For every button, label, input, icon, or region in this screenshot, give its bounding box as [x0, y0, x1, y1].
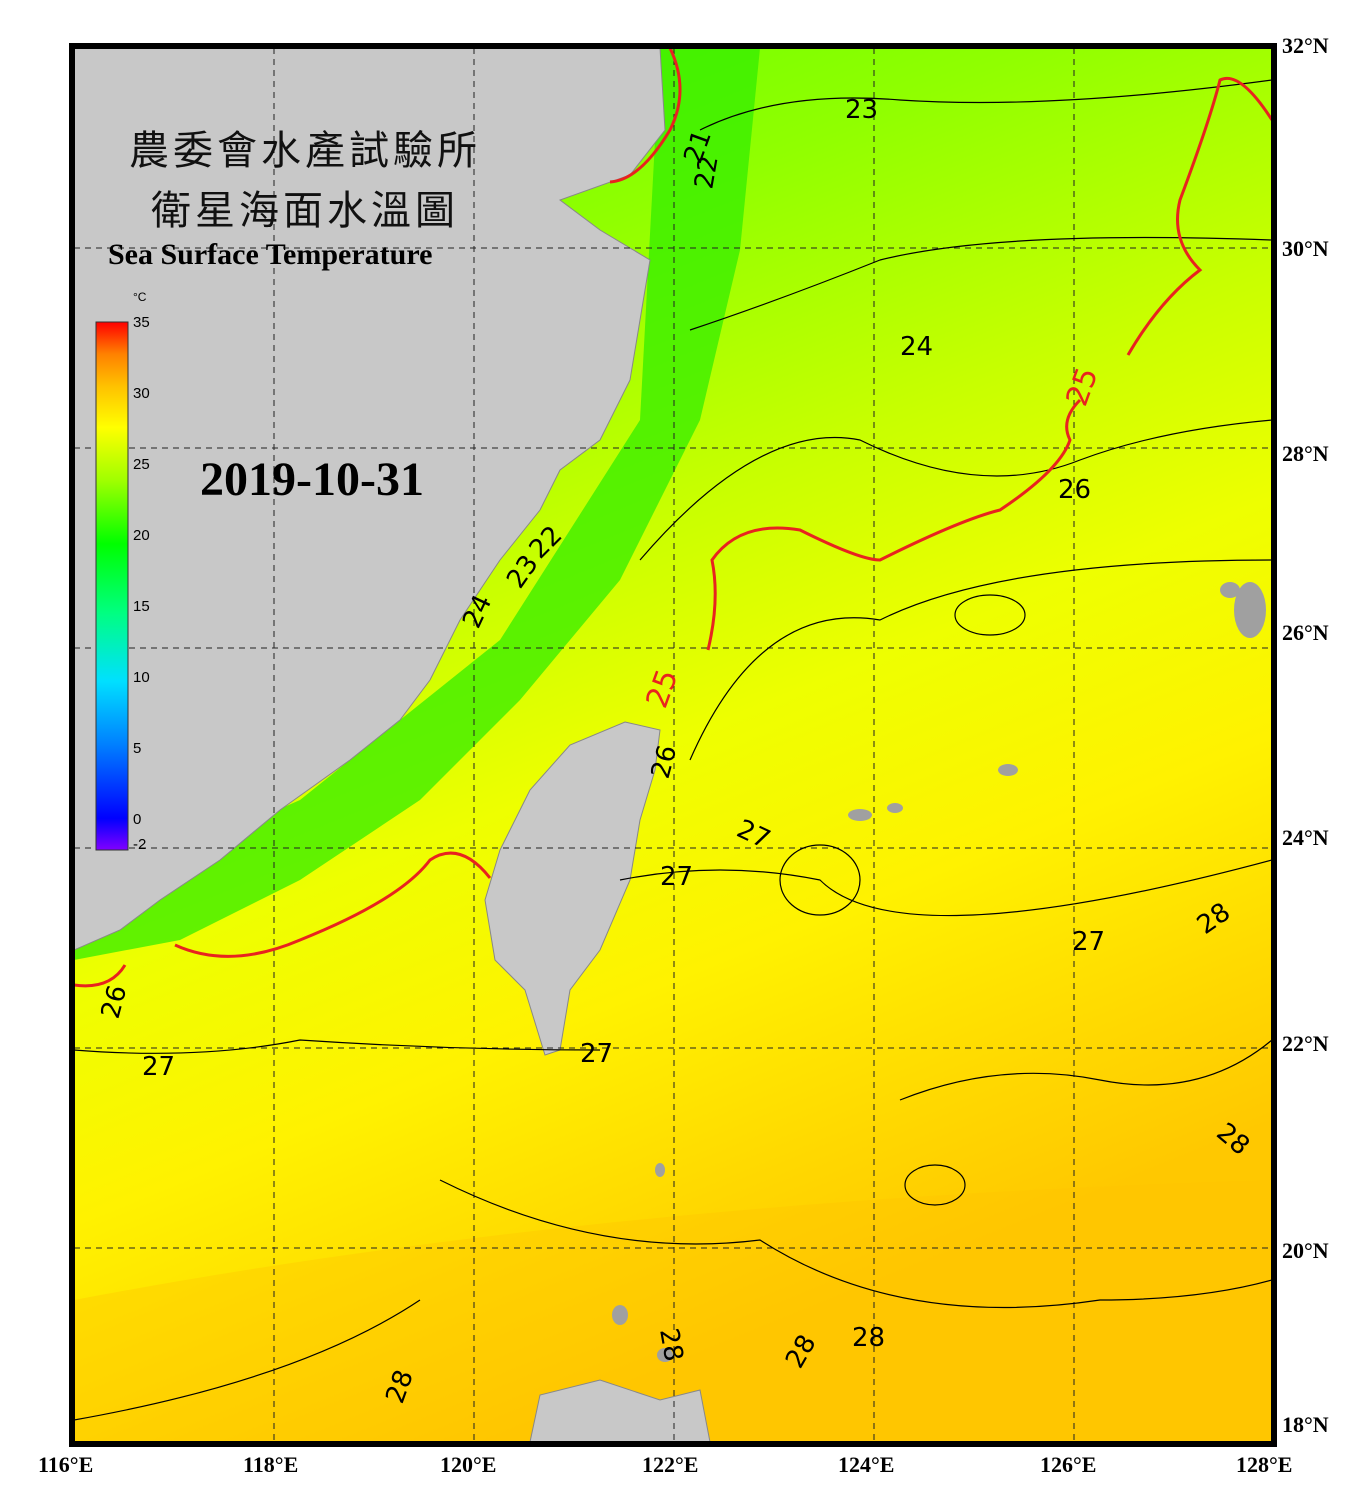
taiwan-island — [484, 721, 661, 1056]
warm-water — [74, 1180, 1272, 1442]
longitude-label: 128°E — [1236, 1452, 1293, 1477]
contour-label: 27 — [580, 1039, 613, 1069]
contour-label: 26 — [1058, 475, 1091, 505]
chart-title-english: Sea Surface Temperature — [108, 238, 433, 271]
longitude-label: 118°E — [243, 1452, 299, 1477]
contour-label: 28 — [852, 1323, 885, 1353]
contour-label: 24 — [900, 332, 933, 362]
longitude-label: 124°E — [838, 1452, 895, 1477]
latitude-label: 26°N — [1282, 620, 1329, 645]
ryukyu-islands — [612, 582, 1266, 1362]
latitude-label: 32°N — [1282, 33, 1329, 58]
colorbar-tick: 0 — [133, 811, 142, 828]
colorbar-tick: 5 — [133, 740, 142, 757]
institute-title: 農委會水產試驗所 — [129, 128, 481, 174]
latitude-label: 28°N — [1282, 441, 1329, 466]
longitude-label: 120°E — [440, 1452, 497, 1477]
colorbar-tick: -2 — [133, 836, 147, 853]
colorbar-unit: °C — [133, 290, 147, 304]
cold-coastal-water — [74, 48, 760, 960]
latitude-label: 24°N — [1282, 825, 1329, 850]
colorbar-tick: 35 — [133, 314, 150, 331]
contour-label: 27 — [1072, 927, 1105, 957]
contour-label: 28 — [653, 1326, 688, 1364]
date-label: 2019-10-31 — [200, 453, 424, 506]
contour-label: 22 — [689, 153, 724, 191]
contour-label: 23 — [845, 95, 878, 125]
colorbar-tick: 10 — [133, 669, 150, 686]
longitude-label: 116°E — [38, 1452, 94, 1477]
chart-title-chinese: 衛星海面水溫圖 — [151, 188, 459, 234]
longitude-label: 126°E — [1040, 1452, 1097, 1477]
latitude-label: 18°N — [1282, 1412, 1329, 1437]
luzon-island — [529, 1379, 711, 1442]
latitude-label: 22°N — [1282, 1031, 1329, 1056]
colorbar — [95, 321, 129, 851]
colorbar-tick: 20 — [133, 527, 150, 544]
map-frame — [69, 43, 1277, 1447]
colorbar-tick: 30 — [133, 385, 150, 402]
china-mainland — [74, 48, 666, 951]
colorbar-tick: 15 — [133, 598, 150, 615]
longitude-label: 122°E — [642, 1452, 699, 1477]
contour-label: 27 — [142, 1052, 175, 1082]
isotherm-25 — [74, 48, 1272, 988]
graticule — [74, 48, 1272, 1442]
contour-label: 27 — [660, 862, 693, 892]
latitude-label: 20°N — [1282, 1238, 1329, 1263]
colorbar-tick: 25 — [133, 456, 150, 473]
latitude-label: 30°N — [1282, 236, 1329, 261]
isotherms — [74, 79, 1272, 1421]
